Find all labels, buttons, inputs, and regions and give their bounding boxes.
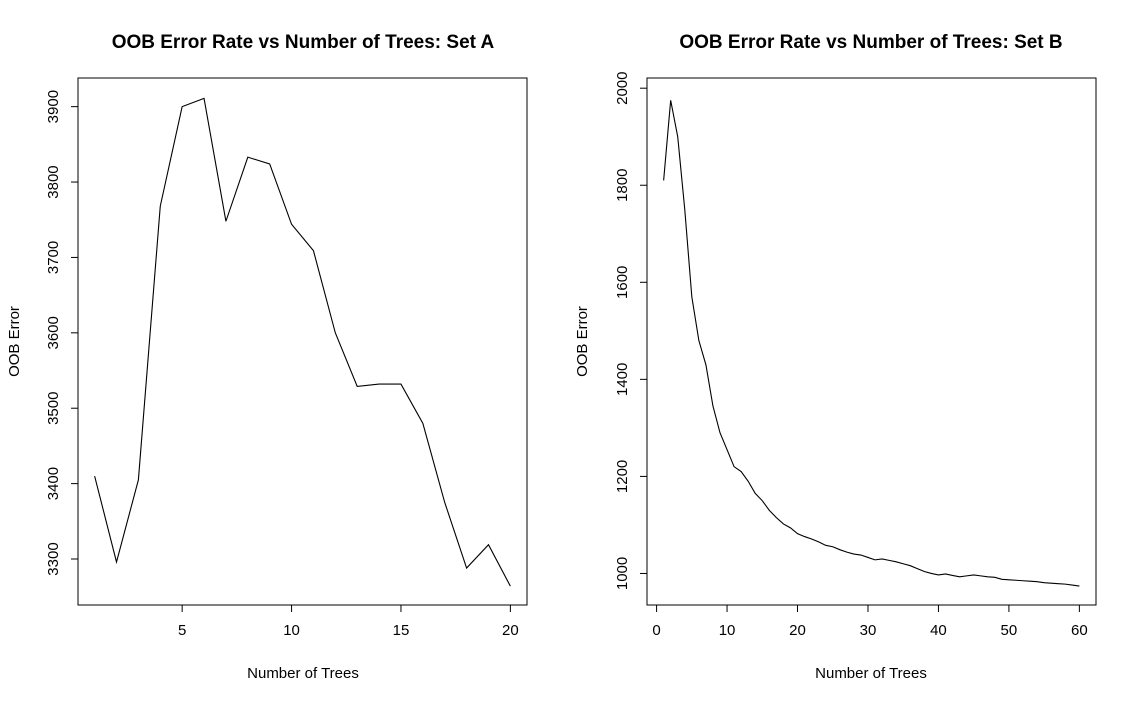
x-tick-label: 20: [502, 622, 519, 639]
y-tick-label: 3600: [45, 316, 62, 349]
y-tick-label: 3700: [45, 241, 62, 274]
y-axis-title: OOB Error: [574, 306, 591, 377]
x-tick-label: 10: [283, 622, 300, 639]
chart-title: OOB Error Rate vs Number of Trees: Set B: [679, 32, 1062, 53]
series-line: [663, 100, 1080, 587]
x-tick-label: 40: [930, 622, 947, 639]
x-tick-label: 15: [393, 622, 410, 639]
x-tick-label: 10: [719, 622, 736, 639]
y-tick-label: 3900: [45, 90, 62, 123]
y-tick-label: 3500: [45, 392, 62, 425]
y-tick-label: 1800: [614, 169, 631, 202]
x-tick-label: 50: [1001, 622, 1018, 639]
series-line: [94, 97, 511, 587]
x-tick-label: 60: [1071, 622, 1088, 639]
chart-set-b: OOB Error Rate vs Number of Trees: Set B…: [574, 32, 1097, 682]
plot-frame: [77, 77, 528, 606]
y-tick-label: 1200: [614, 460, 631, 493]
y-axis-title: OOB Error: [6, 306, 23, 377]
y-tick-label: 1400: [614, 363, 631, 396]
y-tick-label: 1000: [614, 557, 631, 590]
x-tick-label: 20: [789, 622, 806, 639]
y-tick-label: 3300: [45, 542, 62, 575]
y-tick-label: 1600: [614, 266, 631, 299]
chart-set-a: OOB Error Rate vs Number of Trees: Set A…: [6, 32, 528, 682]
x-axis-title: Number of Trees: [815, 665, 927, 682]
x-tick-label: 30: [860, 622, 877, 639]
x-tick-label: 5: [178, 622, 186, 639]
y-tick-label: 3400: [45, 467, 62, 500]
x-axis-title: Number of Trees: [247, 665, 359, 682]
x-tick-label: 0: [652, 622, 660, 639]
y-tick-label: 2000: [614, 72, 631, 105]
chart-title: OOB Error Rate vs Number of Trees: Set A: [112, 32, 495, 53]
y-tick-label: 3800: [45, 165, 62, 198]
plot-frame: [646, 77, 1097, 606]
